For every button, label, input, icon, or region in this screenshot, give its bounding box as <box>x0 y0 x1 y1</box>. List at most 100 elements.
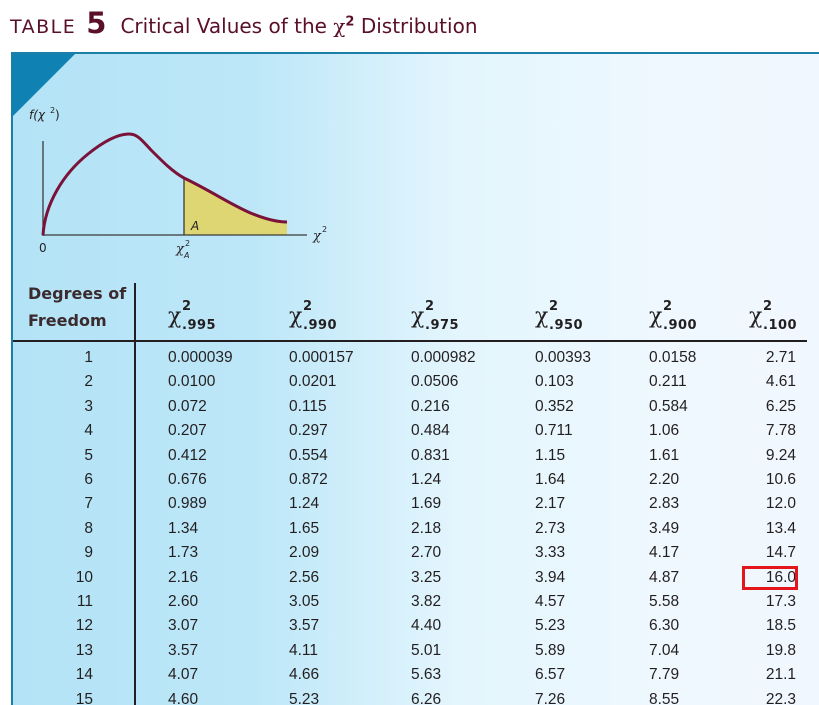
value-cell: 1.69 <box>411 495 442 513</box>
df-cell: 5 <box>84 446 93 464</box>
corner-decoration <box>13 54 75 116</box>
x-axis-label: χ <box>312 229 322 244</box>
header-rule <box>13 340 807 342</box>
table-row: 7 0.989 1.24 1.69 2.17 2.83 12.0 <box>13 492 819 516</box>
value-cell: 2.17 <box>535 495 566 513</box>
value-cell: 0.000039 <box>168 349 233 366</box>
table-header: Degrees of Freedom χ 2.995 χ 2.990 χ 2.975 … <box>13 274 819 340</box>
dof-header: Degrees of Freedom <box>28 280 126 334</box>
value-cell: 1.34 <box>168 519 199 537</box>
df-cell: 7 <box>84 495 93 513</box>
value-cell: 0.484 <box>411 422 450 440</box>
value-cell: 6.26 <box>411 690 442 705</box>
value-cell: 2.18 <box>411 519 442 537</box>
chi-square-density-figure: f(χ 2 ) A 0 χ 2 A χ 2 <box>29 106 327 260</box>
value-cell: 4.87 <box>649 568 680 586</box>
origin-label: 0 <box>39 241 47 255</box>
title-text-main: Critical Values of the <box>120 14 327 38</box>
value-cell: 5.23 <box>289 690 320 705</box>
chi-symbol: χ <box>649 304 663 329</box>
value-cell: 19.8 <box>765 641 796 659</box>
chi-sub: .975 <box>425 318 460 333</box>
df-cell: 8 <box>84 519 93 537</box>
value-cell: 3.82 <box>411 593 442 610</box>
table-row: 5 0.412 0.554 0.831 1.15 1.61 9.24 <box>13 444 819 468</box>
value-cell: 9.24 <box>765 446 796 464</box>
value-cell: 2.56 <box>289 568 320 586</box>
column-header-990: χ 2 .990 <box>289 299 337 333</box>
df-cell: 6 <box>84 471 93 488</box>
df-cell: 14 <box>75 666 93 684</box>
chi-sup: 2 <box>549 299 559 314</box>
value-cell: 0.711 <box>535 422 573 440</box>
value-cell: 0.554 <box>289 446 328 464</box>
value-cell: 7.78 <box>765 422 796 440</box>
chi-sub: .995 <box>182 318 217 333</box>
value-cell: 0.211 <box>649 373 687 391</box>
value-cell: 0.584 <box>649 397 688 415</box>
column-header-900: χ 2 .900 <box>649 299 697 333</box>
chi-sub: .100 <box>763 318 798 333</box>
table-panel: f(χ 2 ) A 0 χ 2 A χ 2 Degrees of Freedom… <box>11 52 819 705</box>
value-cell: 3.57 <box>168 641 199 659</box>
title-number: 5 <box>86 6 107 40</box>
table-row: 13 3.57 4.11 5.01 5.89 7.04 19.8 <box>13 639 819 663</box>
value-cell: 4.66 <box>289 666 320 684</box>
table-row: 10 2.16 2.56 3.25 3.94 4.87 16.0 <box>13 566 819 590</box>
value-cell: 0.297 <box>289 422 328 440</box>
value-cell: 17.3 <box>765 593 796 610</box>
dof-header-line1: Degrees of <box>28 284 127 303</box>
value-cell: 4.11 <box>289 641 319 659</box>
df-cell: 11 <box>76 593 93 610</box>
chi-sub: .950 <box>549 318 584 333</box>
highlighted-value-cell: 16.0 <box>765 568 796 586</box>
value-cell: 10.6 <box>765 471 796 488</box>
column-header-975: χ 2 .975 <box>411 299 459 333</box>
value-cell: 0.0506 <box>411 373 459 391</box>
area-label: A <box>190 219 199 233</box>
y-axis-label: f(χ <box>29 108 46 122</box>
value-cell: 0.0201 <box>289 373 337 391</box>
table-row: 12 3.07 3.57 4.40 5.23 6.30 18.5 <box>13 614 819 638</box>
value-cell: 1.24 <box>411 471 442 488</box>
column-divider <box>134 283 136 705</box>
table-row: 15 4.60 5.23 6.26 7.26 8.55 22.3 <box>13 688 819 705</box>
df-cell: 15 <box>75 690 93 705</box>
value-cell: 0.352 <box>535 397 574 415</box>
critical-value-sup: 2 <box>185 239 190 248</box>
df-cell: 1 <box>84 349 93 366</box>
df-cell: 4 <box>84 422 93 440</box>
value-cell: 5.01 <box>411 641 442 659</box>
value-cell: 3.33 <box>535 544 566 562</box>
value-cell: 1.64 <box>535 471 566 488</box>
page-title: TABLE 5 Critical Values of the χ2 Distri… <box>10 6 478 42</box>
chi-sub: .900 <box>663 318 698 333</box>
value-cell: 1.73 <box>168 544 199 562</box>
value-cell: 4.17 <box>649 544 680 562</box>
column-header-950: χ 2 .950 <box>535 299 583 333</box>
value-cell: 2.70 <box>411 544 442 562</box>
value-cell: 5.63 <box>411 666 442 684</box>
chi-sup: 2 <box>303 299 313 314</box>
table-row: 9 1.73 2.09 2.70 3.33 4.17 14.7 <box>13 541 819 565</box>
chi-sup: 2 <box>425 299 435 314</box>
value-cell: 0.000157 <box>289 349 354 366</box>
value-cell: 12.0 <box>765 495 796 513</box>
table-row: 11 2.60 3.05 3.82 4.57 5.58 17.3 <box>13 590 819 614</box>
value-cell: 0.676 <box>168 471 207 488</box>
value-cell: 0.00393 <box>535 349 592 366</box>
chi-sub: .990 <box>303 318 338 333</box>
value-cell: 0.989 <box>168 495 207 513</box>
value-cell: 0.103 <box>535 373 574 391</box>
column-header-995: χ 2 .995 <box>168 299 216 333</box>
value-cell: 5.23 <box>535 617 566 635</box>
table-row: 1 0.000039 0.000157 0.000982 0.00393 0.0… <box>13 346 819 370</box>
column-header-100: χ 2 .100 <box>749 299 797 333</box>
value-cell: 7.26 <box>535 690 566 705</box>
title-prefix: TABLE <box>10 16 77 38</box>
value-cell: 18.5 <box>765 617 796 635</box>
df-cell: 9 <box>84 544 93 562</box>
critical-value-label: χ <box>175 242 185 257</box>
table-row: 6 0.676 0.872 1.24 1.64 2.20 10.6 <box>13 468 819 492</box>
value-cell: 2.20 <box>649 471 680 488</box>
